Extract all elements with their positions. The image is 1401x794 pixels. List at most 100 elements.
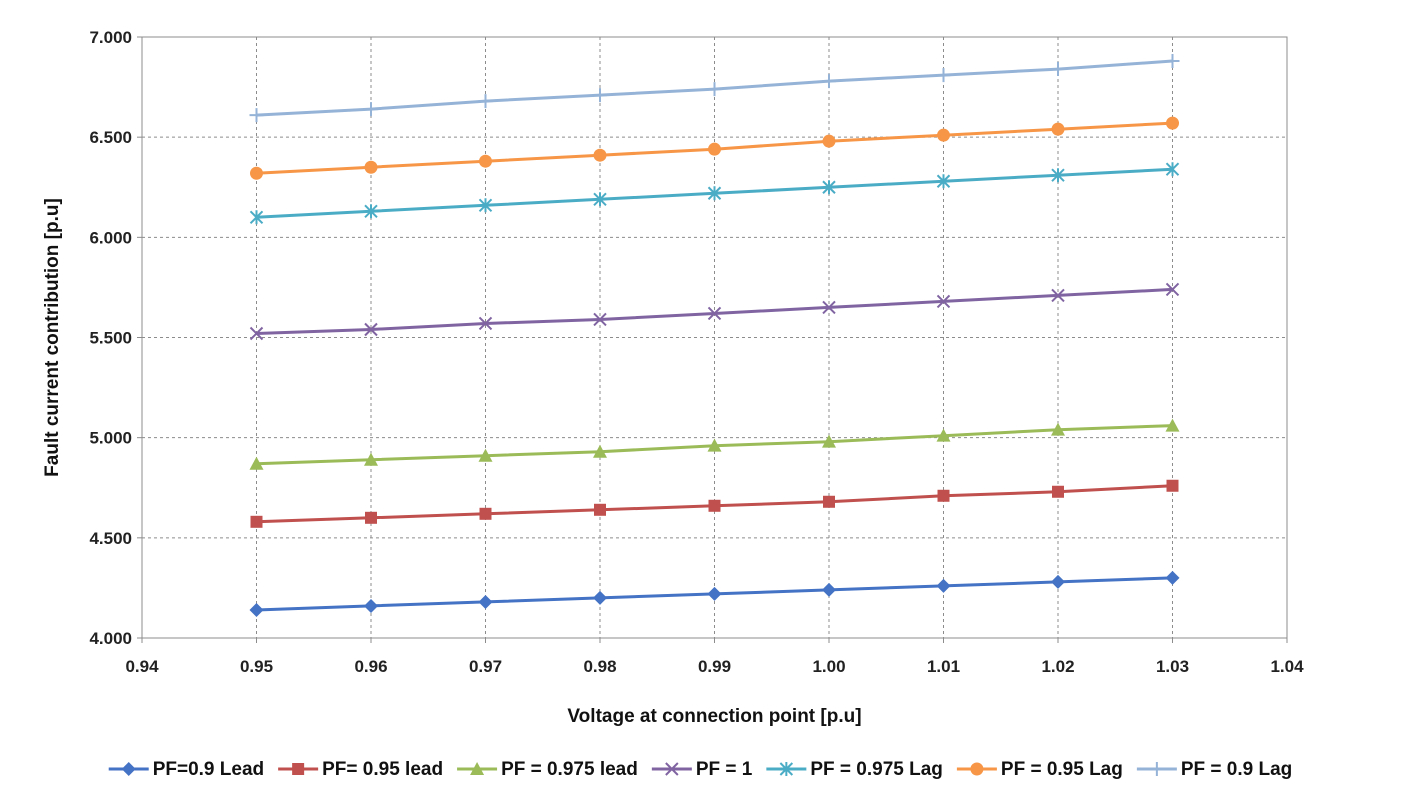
data-point [1052, 485, 1064, 498]
marker-stroke [707, 306, 722, 321]
data-point [593, 590, 607, 605]
marker-stroke [364, 322, 378, 337]
data-point [364, 160, 378, 174]
marker-stroke [593, 192, 607, 207]
data-point [364, 102, 378, 117]
marker-stroke [707, 82, 722, 97]
series-6 [249, 54, 1180, 123]
data-point [1051, 122, 1065, 136]
x-tick-label: 0.97 [469, 657, 502, 676]
marker-stroke [364, 204, 378, 219]
x-tick-label: 0.96 [354, 657, 387, 676]
legend-swatch-marker [292, 763, 305, 775]
legend-label: PF = 0.95 Lag [1001, 759, 1123, 780]
series-group [249, 54, 1180, 617]
marker-stroke [1051, 62, 1065, 77]
data-point [1165, 162, 1180, 177]
x-axis-ticks: 0.94 0.95 0.96 0.97 0.98 0.99 1.00 1.01 1.02 1.03… [125, 638, 1304, 676]
data-point [364, 322, 378, 337]
marker-stroke [822, 74, 836, 89]
data-point [707, 186, 722, 201]
marker-stroke [1051, 288, 1065, 303]
marker-stroke [707, 186, 722, 201]
legend-swatch-marker [779, 762, 794, 776]
series-1 [250, 479, 1179, 528]
data-point [937, 128, 950, 142]
data-point [1051, 574, 1065, 589]
x-tick-label: 0.99 [698, 657, 731, 676]
data-point [936, 68, 951, 83]
legend-item: PF = 0.95 Lag [956, 759, 1123, 780]
marker-stroke [665, 762, 679, 776]
data-point [822, 300, 836, 315]
series-3 [249, 282, 1180, 341]
data-point [593, 312, 607, 327]
data-point [1051, 62, 1065, 77]
data-point [1051, 168, 1065, 183]
data-point [249, 602, 264, 617]
data-point [1165, 570, 1180, 585]
data-point [478, 316, 493, 331]
data-point [822, 134, 836, 148]
legend-label: PF = 0.975 lead [501, 759, 638, 780]
data-point [1051, 288, 1065, 303]
data-point [478, 594, 493, 609]
data-point [249, 210, 264, 225]
x-tick-label: 1.02 [1041, 657, 1074, 676]
marker-stroke [779, 762, 794, 776]
marker-stroke [936, 294, 951, 309]
legend-item: PF = 1 [651, 759, 753, 780]
data-point [593, 88, 607, 103]
y-tick-label: 4.500 [89, 529, 132, 548]
y-tick-label: 7.000 [89, 28, 132, 47]
data-point [364, 452, 378, 466]
y-tick-label: 5.500 [89, 329, 132, 348]
marker-stroke [936, 68, 951, 83]
y-tick-label: 6.500 [89, 128, 132, 147]
y-tick-label: 5.000 [89, 429, 132, 448]
legend-label: PF=0.9 Lead [153, 759, 264, 780]
data-point [478, 448, 493, 462]
x-tick-label: 1.04 [1270, 657, 1304, 676]
legend-label: PF = 0.975 Lag [810, 759, 943, 780]
data-point [707, 438, 722, 452]
marker-stroke [1051, 168, 1065, 183]
legend-item: PF = 0.9 Lag [1136, 759, 1292, 780]
marker-stroke [1165, 282, 1180, 297]
data-point [822, 582, 836, 597]
legend-item: PF = 0.975 Lag [766, 759, 943, 780]
x-tick-label: 1.03 [1156, 657, 1189, 676]
data-point [250, 515, 263, 528]
data-point [936, 428, 951, 442]
marker-stroke [1165, 162, 1180, 177]
data-point [822, 434, 836, 448]
x-tick-label: 0.98 [583, 657, 616, 676]
data-point [1165, 418, 1180, 432]
series-5 [250, 116, 1179, 180]
data-point [1051, 422, 1065, 436]
marker-stroke [822, 180, 836, 195]
marker-stroke [364, 102, 378, 117]
series-4 [249, 162, 1180, 225]
data-point [365, 511, 377, 524]
data-point [1165, 54, 1180, 69]
legend-swatch-marker [121, 762, 136, 776]
x-tick-label: 1.00 [812, 657, 845, 676]
data-point [250, 166, 263, 180]
data-point [593, 192, 607, 207]
x-axis-label: Voltage at connection point [p.u] [567, 706, 861, 727]
marker-stroke [593, 88, 607, 103]
legend-swatch-marker [470, 762, 485, 775]
legend-swatch-marker [1149, 762, 1164, 776]
marker-stroke [249, 326, 264, 341]
data-point [479, 154, 492, 168]
y-tick-label: 4.000 [89, 629, 132, 648]
legend-item: PF=0.9 Lead [108, 759, 264, 780]
data-point [249, 326, 264, 341]
data-point [937, 489, 950, 502]
data-point [936, 174, 951, 189]
marker-stroke [478, 94, 493, 109]
data-point [936, 578, 951, 593]
data-point [707, 82, 722, 97]
